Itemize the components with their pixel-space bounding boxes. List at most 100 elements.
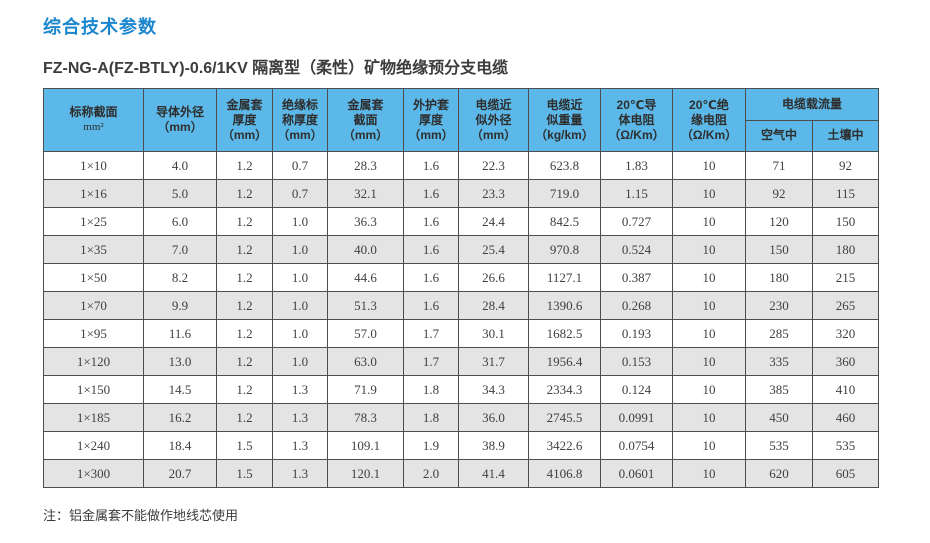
table-cell: 4106.8: [528, 459, 601, 488]
table-cell: 16.2: [143, 403, 217, 432]
table-header: 标称截面 mm² 导体外径 （mm） 金属套 厚度 （mm） 绝缘标 称厚度 （…: [43, 88, 880, 152]
table-cell: 71: [745, 151, 813, 180]
table-cell: 115: [811, 179, 880, 208]
table-cell: 320: [811, 319, 880, 348]
table-cell: 605: [811, 459, 880, 488]
table-cell: 1.0: [272, 347, 328, 376]
table-cell: 265: [811, 291, 880, 320]
col-header-insulation-resistance: 20℃绝 缘电阻 （Ω/Km）: [672, 88, 746, 152]
table-cell: 1.0: [272, 235, 328, 264]
table-cell: 1.3: [272, 375, 328, 404]
table-cell: 450: [745, 403, 813, 432]
table-cell: 1.8: [403, 403, 459, 432]
table-cell: 1.0: [272, 263, 328, 292]
table-cell: 1.2: [216, 319, 273, 348]
header-label: 金属套 厚度 （mm）: [221, 97, 268, 142]
table-row: 1×95 11.6 1.2 1.0 57.0 1.7 30.1 1682.5 0.193 10 28…: [43, 319, 880, 348]
table-cell: 92: [745, 179, 813, 208]
table-cell: 1956.4: [528, 347, 601, 376]
table-cell: 1.3: [272, 403, 328, 432]
table-cell: 1.3: [272, 431, 328, 460]
table-cell: 41.4: [458, 459, 529, 488]
header-label: 导体外径 （mm）: [155, 105, 204, 134]
table-cell: 1.2: [216, 207, 273, 236]
table-cell: 1×185: [43, 403, 144, 432]
table-cell: 92: [811, 151, 880, 180]
table-cell: 535: [811, 431, 880, 460]
table-cell: 0.268: [600, 291, 673, 320]
table-row: 1×150 14.5 1.2 1.3 71.9 1.8 34.3 2334.3 0.124 10 3…: [43, 375, 880, 404]
table-row: 1×240 18.4 1.5 1.3 109.1 1.9 38.9 3422.6 0.0754 1…: [43, 431, 880, 460]
table-cell: 10: [672, 151, 746, 180]
table-cell: 0.387: [600, 263, 673, 292]
table-cell: 109.1: [327, 431, 404, 460]
table-cell: 18.4: [143, 431, 217, 460]
table-cell: 150: [811, 207, 880, 236]
table-cell: 719.0: [528, 179, 601, 208]
table-cell: 1.5: [216, 431, 273, 460]
table-cell: 1×300: [43, 459, 144, 488]
page-title: 综合技术参数: [43, 17, 157, 37]
table-cell: 1.3: [272, 459, 328, 488]
table-row: 1×16 5.0 1.2 0.7 32.1 1.6 23.3 719.0 1.15 10 92 115: [43, 179, 880, 208]
table-cell: 1.2: [216, 151, 273, 180]
table-cell: 28.4: [458, 291, 529, 320]
table-cell: 1682.5: [528, 319, 601, 348]
table-cell: 535: [745, 431, 813, 460]
table-cell: 40.0: [327, 235, 404, 264]
table-cell: 9.9: [143, 291, 217, 320]
table-cell: 0.7: [272, 179, 328, 208]
table-cell: 1.2: [216, 263, 273, 292]
table-cell: 1.2: [216, 291, 273, 320]
table-cell: 1.83: [600, 151, 673, 180]
table-cell: 970.8: [528, 235, 601, 264]
table-cell: 1×25: [43, 207, 144, 236]
table-cell: 1×240: [43, 431, 144, 460]
table-cell: 10: [672, 263, 746, 292]
table-cell: 1.8: [403, 375, 459, 404]
spec-table: 标称截面 mm² 导体外径 （mm） 金属套 厚度 （mm） 绝缘标 称厚度 （…: [43, 88, 880, 488]
table-cell: 1.2: [216, 235, 273, 264]
header-label: 20℃导 体电阻 （Ω/Km）: [608, 97, 665, 142]
table-cell: 1.7: [403, 347, 459, 376]
col-header-conductor-resistance: 20℃导 体电阻 （Ω/Km）: [600, 88, 673, 152]
table-cell: 1.6: [403, 263, 459, 292]
table-cell: 71.9: [327, 375, 404, 404]
table-cell: 1.7: [403, 319, 459, 348]
table-cell: 230: [745, 291, 813, 320]
table-row: 1×50 8.2 1.2 1.0 44.6 1.6 26.6 1127.1 0.387 10 180…: [43, 263, 880, 292]
table-cell: 22.3: [458, 151, 529, 180]
header-label: 标称截面: [69, 105, 118, 120]
table-cell: 25.4: [458, 235, 529, 264]
table-cell: 0.193: [600, 319, 673, 348]
catalog-page: 综合技术参数 FZ-NG-A(FZ-BTLY)-0.6/1KV 隔离型（柔性）矿…: [43, 17, 880, 523]
table-cell: 23.3: [458, 179, 529, 208]
table-cell: 2334.3: [528, 375, 601, 404]
table-cell: 38.9: [458, 431, 529, 460]
table-cell: 842.5: [528, 207, 601, 236]
table-cell: 1.9: [403, 431, 459, 460]
header-label: 电缆近 似重量 （kg/km）: [535, 97, 594, 142]
table-cell: 36.3: [327, 207, 404, 236]
table-cell: 20.7: [143, 459, 217, 488]
table-cell: 10: [672, 459, 746, 488]
table-cell: 285: [745, 319, 813, 348]
table-cell: 10: [672, 207, 746, 236]
table-cell: 120.1: [327, 459, 404, 488]
table-cell: 2.0: [403, 459, 459, 488]
col-header-cable-od: 电缆近 似外径 （mm）: [458, 88, 529, 152]
table-cell: 410: [811, 375, 880, 404]
table-cell: 1.5: [216, 459, 273, 488]
table-cell: 1.2: [216, 347, 273, 376]
table-cell: 1.2: [216, 179, 273, 208]
table-cell: 1.6: [403, 179, 459, 208]
table-body: 1×10 4.0 1.2 0.7 28.3 1.6 22.3 623.8 1.83 10 71 92 1…: [43, 151, 880, 488]
table-cell: 31.7: [458, 347, 529, 376]
table-cell: 1.2: [216, 375, 273, 404]
table-row: 1×35 7.0 1.2 1.0 40.0 1.6 25.4 970.8 0.524 10 150 1…: [43, 235, 880, 264]
table-cell: 10: [672, 375, 746, 404]
table-cell: 34.3: [458, 375, 529, 404]
table-cell: 180: [811, 235, 880, 264]
table-cell: 8.2: [143, 263, 217, 292]
header-label: 电缆近 似外径 （mm）: [470, 97, 517, 142]
